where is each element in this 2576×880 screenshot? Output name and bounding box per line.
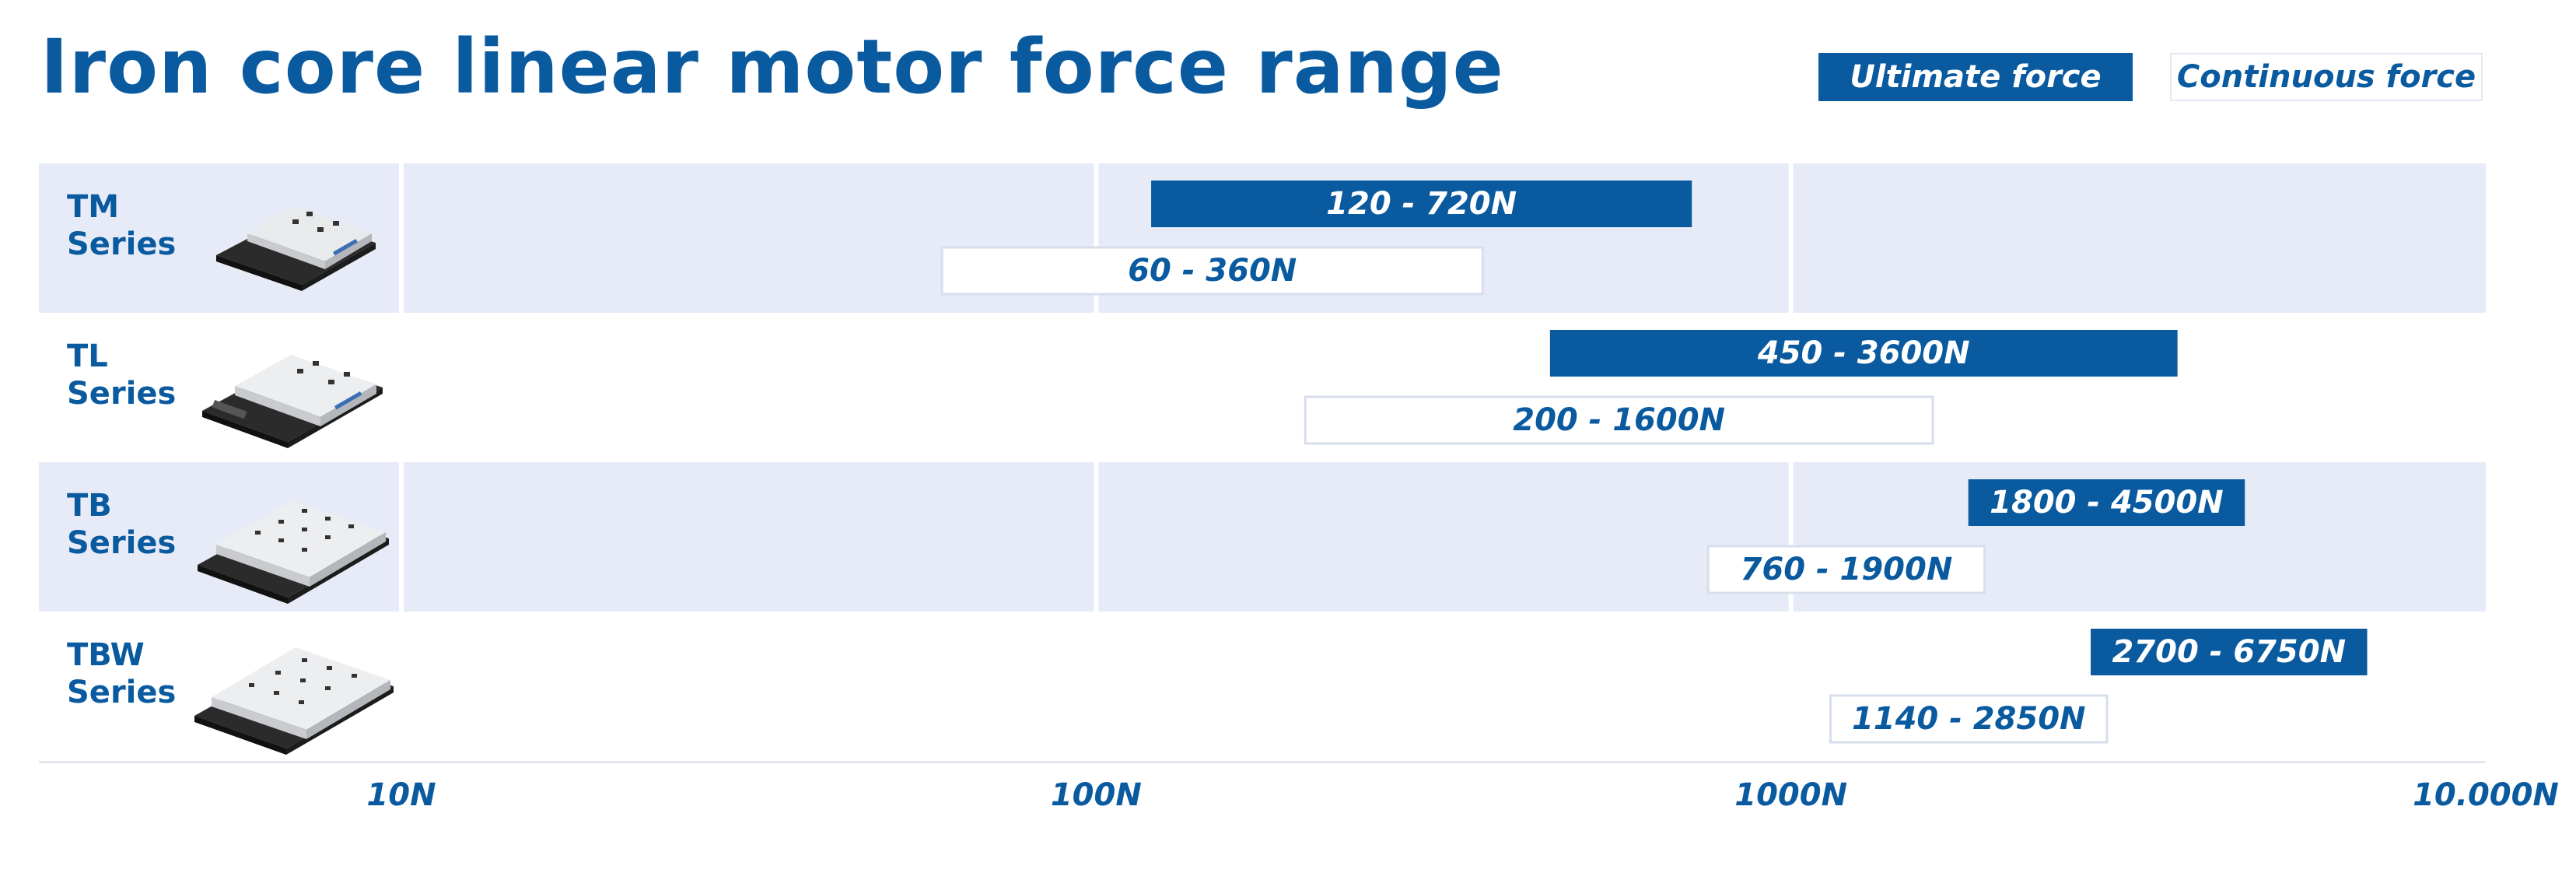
tbw-motor-icon — [194, 647, 394, 755]
row-label-tl: TL Series — [67, 338, 176, 412]
legend-continuous-force: Continuous force — [2170, 53, 2483, 101]
x-tick-label-3: 10.000N — [2413, 777, 2559, 813]
tb-motor-icon — [198, 501, 389, 604]
ultimate-label-3: 2700 - 6750N — [2112, 634, 2346, 670]
ultimate-bar-0 — [1151, 181, 1692, 227]
ultimate-bar-1 — [1549, 330, 2178, 377]
continuous-label-3: 1140 - 2850N — [1852, 701, 2086, 737]
ultimate-bar-3 — [2091, 629, 2368, 675]
continuous-label-0: 60 - 360N — [1128, 253, 1297, 289]
continuous-bar-1 — [1304, 395, 1934, 445]
row-label-tl-name: TL — [67, 338, 108, 374]
row-label-tbw-name: TBW — [67, 637, 145, 673]
tl-motor-icon — [202, 355, 383, 448]
x-tick-label-2: 1000N — [1734, 777, 1847, 813]
grid-line-2 — [1788, 163, 1794, 761]
ultimate-label-1: 450 - 3600N — [1757, 335, 1970, 371]
row-label-tm: TM Series — [67, 188, 176, 263]
ultimate-label-2: 1800 - 4500N — [1990, 485, 2224, 521]
row-label-tb-name: TB — [67, 488, 112, 524]
row-label-tbw-series: Series — [67, 675, 177, 710]
chart-title: Iron core linear motor force range — [40, 23, 1504, 110]
row-label-tb-series: Series — [67, 525, 177, 561]
continuous-label-1: 200 - 1600N — [1513, 402, 1725, 438]
row-label-tm-name: TM — [67, 189, 120, 225]
ultimate-bar-2 — [1968, 479, 2245, 526]
grid-line-0 — [399, 163, 404, 761]
row-label-tbw: TBW Series — [67, 636, 176, 711]
row-label-tb: TB Series — [67, 487, 176, 562]
continuous-bar-2 — [1706, 545, 1986, 594]
continuous-bar-3 — [1829, 694, 2109, 744]
continuous-label-2: 760 - 1900N — [1741, 552, 1953, 587]
row-label-tm-series: Series — [67, 226, 177, 262]
continuous-bar-0 — [940, 246, 1484, 296]
row-label-tl-series: Series — [67, 376, 177, 412]
x-tick-label-0: 10N — [366, 777, 436, 813]
tm-motor-icon — [216, 207, 376, 291]
grid-line-1 — [1094, 163, 1099, 761]
x-axis-line — [39, 761, 2486, 763]
x-tick-label-1: 100N — [1051, 777, 1142, 813]
ultimate-label-0: 120 - 720N — [1326, 186, 1517, 222]
legend-ultimate-force: Ultimate force — [1818, 53, 2133, 101]
